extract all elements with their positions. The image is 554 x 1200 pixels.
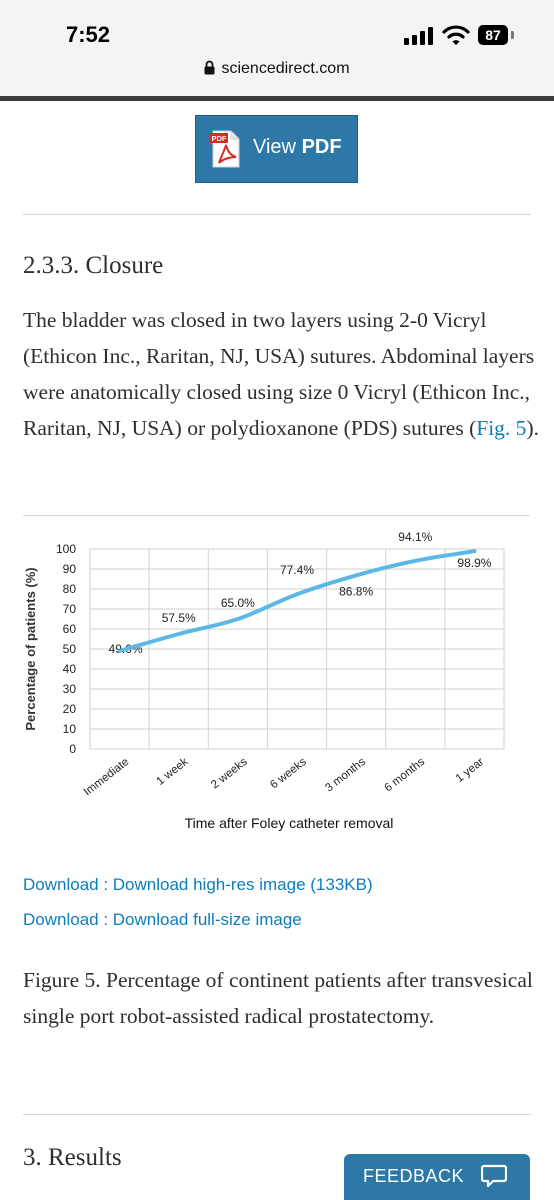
view-pdf-label: View PDF — [253, 136, 342, 159]
data-point — [354, 573, 358, 577]
battery-indicator: 87 — [478, 25, 508, 45]
speech-bubble-icon — [481, 1164, 507, 1188]
data-label: 86.8% — [339, 584, 373, 598]
y-tick-label: 90 — [63, 562, 77, 576]
pdf-icon-text: PDF — [212, 134, 227, 143]
section-divider-2 — [23, 1114, 531, 1115]
header-divider — [0, 96, 554, 101]
data-point — [295, 592, 299, 596]
y-tick-label: 30 — [63, 682, 77, 696]
pdf-file-icon: PDF — [210, 130, 240, 168]
clock-time: 7:52 — [66, 22, 111, 47]
lock-icon — [204, 60, 215, 75]
data-label: 65.0% — [221, 596, 255, 610]
data-label: 77.4% — [280, 563, 314, 577]
continence-line-chart: 0 10 20 30 40 50 60 70 80 90 100 Immediate 1 week 2 … — [23, 530, 505, 831]
data-label: 94.1% — [398, 530, 432, 544]
x-tick-label: 6 months — [382, 756, 427, 795]
data-point — [236, 617, 240, 621]
results-heading: 3. Results — [23, 1144, 122, 1171]
download-full-size-link[interactable]: Download : Download full-size image — [23, 910, 302, 929]
view-pdf-label-prefix: View — [253, 136, 296, 158]
y-tick-label: 100 — [56, 542, 76, 556]
paragraph-end: ). — [526, 416, 539, 440]
feedback-label: FEEDBACK — [363, 1166, 465, 1186]
wifi-icon — [442, 25, 470, 45]
data-point — [472, 549, 476, 553]
y-axis-label: Percentage of patients (%) — [23, 567, 38, 730]
x-tick-label: 1 year — [454, 756, 487, 785]
figure-5[interactable]: 0 10 20 30 40 50 60 70 80 90 100 Immediate 1 week 2 … — [23, 515, 530, 846]
y-tick-label: 80 — [63, 582, 77, 596]
x-tick-label: Immediate — [82, 756, 132, 799]
y-tick-label: 60 — [63, 622, 77, 636]
y-tick-label: 40 — [63, 662, 77, 676]
x-axis-label: Time after Foley catheter removal — [185, 815, 394, 831]
feedback-button[interactable]: FEEDBACK — [344, 1154, 530, 1200]
url-text: sciencedirect.com — [221, 60, 350, 77]
x-tick-label: 6 weeks — [268, 756, 309, 792]
data-point — [177, 632, 181, 636]
figure-caption: Figure 5. Percentage of continent patien… — [23, 968, 533, 1028]
view-pdf-label-strong: PDF — [301, 136, 342, 158]
section-heading: 2.3.3. Closure — [23, 252, 164, 279]
address-bar[interactable]: sciencedirect.com — [0, 60, 554, 78]
status-bar: 7:52 87 sciencedirect.com — [0, 0, 554, 100]
section-paragraph: The bladder was closed in two layers usi… — [23, 302, 543, 446]
view-pdf-button[interactable]: PDF View PDF — [195, 115, 358, 183]
y-tick-label: 20 — [63, 702, 77, 716]
section-divider — [23, 214, 531, 215]
paragraph-text: The bladder was closed in two layers usi… — [23, 308, 535, 440]
cellular-signal-icon — [404, 27, 434, 45]
data-label: 57.5% — [162, 611, 196, 625]
data-label: 98.9% — [457, 556, 491, 570]
x-tick-label: 1 week — [154, 756, 190, 788]
x-tick-label: 2 weeks — [209, 756, 250, 792]
data-point — [413, 559, 417, 563]
download-high-res-link[interactable]: Download : Download high-res image (133K… — [23, 875, 373, 894]
x-tick-label: 3 months — [323, 756, 368, 795]
y-tick-label: 10 — [63, 722, 77, 736]
data-point — [118, 649, 122, 653]
figure-5-link[interactable]: Fig. 5 — [476, 416, 527, 440]
battery-nub — [511, 31, 514, 39]
y-tick-label: 0 — [69, 742, 76, 756]
y-tick-label: 70 — [63, 602, 77, 616]
y-tick-label: 50 — [63, 642, 77, 656]
